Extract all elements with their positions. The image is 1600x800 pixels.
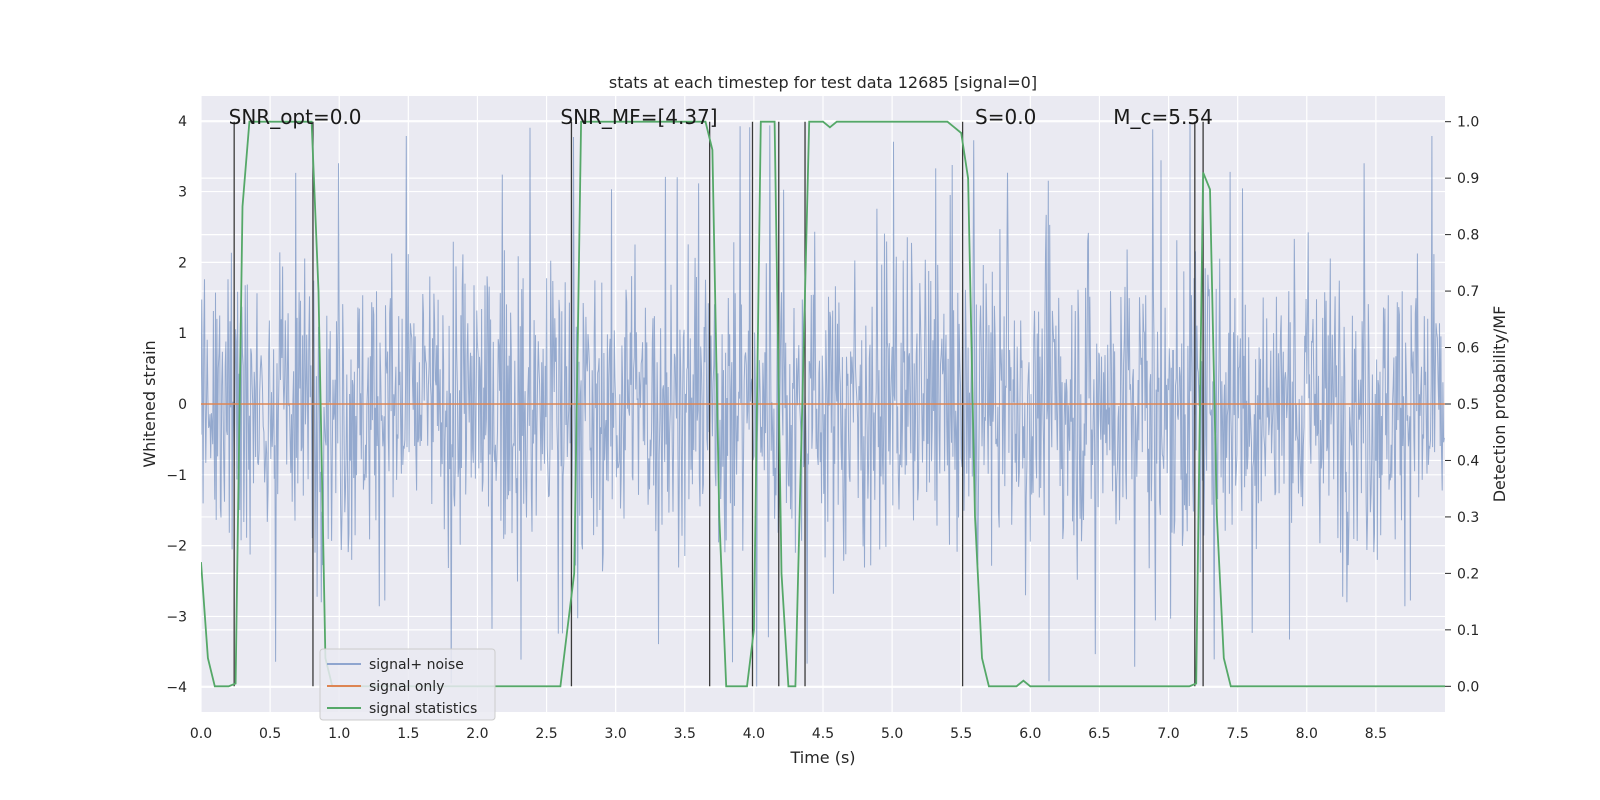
y-right-tick-label: 0.2 (1457, 566, 1479, 582)
x-axis-label: Time (s) (789, 748, 855, 767)
y-right-tick-label: 0.3 (1457, 510, 1479, 526)
x-tick-label: 8.0 (1296, 726, 1318, 742)
y-left-tick-label: 2 (178, 255, 187, 271)
x-tick-label: 2.0 (466, 726, 488, 742)
legend-label-noise: signal+ noise (369, 657, 464, 673)
y-left-tick-label: 1 (178, 326, 187, 342)
x-tick-label: 3.5 (674, 726, 696, 742)
y-left-tick-label: −4 (166, 680, 187, 696)
y-left-tick-label: 4 (178, 114, 187, 130)
y-left-axis-label: Whitened strain (140, 340, 159, 467)
x-tick-label: 5.0 (881, 726, 903, 742)
annotation: SNR_MF=[4.37] (560, 105, 717, 129)
y-left-tick-label: 3 (178, 185, 187, 201)
x-tick-label: 2.5 (535, 726, 557, 742)
chart-title: stats at each timestep for test data 126… (609, 73, 1037, 92)
annotation: SNR_opt=0.0 (229, 105, 362, 129)
y-right-tick-label: 0.4 (1457, 453, 1479, 469)
y-left-tick-label: 0 (178, 397, 187, 413)
y-right-tick-label: 1.0 (1457, 115, 1479, 131)
x-tick-label: 3.0 (605, 726, 627, 742)
y-right-tick-label: 0.7 (1457, 284, 1479, 300)
y-right-tick-label: 0.1 (1457, 623, 1479, 639)
noise-series (201, 122, 1445, 687)
annotation: M_c=5.54 (1113, 105, 1213, 129)
noise-line (201, 122, 1445, 687)
y-right-axis-label: Detection probability/MF (1490, 306, 1509, 503)
x-tick-label: 4.0 (743, 726, 765, 742)
y-left-tick-label: −1 (166, 468, 187, 484)
y-left-tick-label: −3 (166, 609, 187, 625)
legend-box (319, 648, 496, 721)
y-right-axis-ticks: 1.0 0.9 0.8 0.7 0.6 0.5 0.4 0.3 0.2 0.1 0.0 (1445, 115, 1479, 695)
x-tick-label: 6.0 (1019, 726, 1041, 742)
annotation: S=0.0 (975, 105, 1036, 129)
x-tick-label: 7.0 (1157, 726, 1179, 742)
y-right-tick-label: 0.0 (1457, 679, 1479, 695)
x-tick-label: 0.0 (190, 726, 212, 742)
y-right-tick-label: 0.9 (1457, 171, 1479, 187)
legend-label-statistics: signal statistics (369, 701, 477, 717)
y-right-tick-label: 0.8 (1457, 228, 1479, 244)
x-tick-label: 0.5 (259, 726, 281, 742)
legend-label-signal-only: signal only (369, 679, 444, 695)
y-left-tick-label: −2 (166, 539, 187, 555)
x-tick-label: 5.5 (950, 726, 972, 742)
x-tick-label: 4.5 (812, 726, 834, 742)
x-axis-ticks: 0.0 0.5 1.0 1.5 2.0 2.5 3.0 3.5 4.0 4.5 5.0 5.5 6.0 6… (190, 726, 1387, 742)
y-left-axis-ticks: 4 3 2 1 0 −1 −2 −3 −4 (166, 114, 187, 696)
legend: signal+ noise signal only signal statist… (319, 648, 496, 721)
x-tick-label: 1.5 (397, 726, 419, 742)
y-right-tick-label: 0.5 (1457, 397, 1479, 413)
y-right-tick-label: 0.6 (1457, 341, 1479, 357)
x-tick-label: 7.5 (1227, 726, 1249, 742)
x-tick-label: 8.5 (1365, 726, 1387, 742)
x-tick-label: 1.0 (328, 726, 350, 742)
annotations: SNR_opt=0.0 SNR_MF=[4.37] S=0.0 M_c=5.54 (229, 105, 1213, 129)
x-tick-label: 6.5 (1088, 726, 1110, 742)
